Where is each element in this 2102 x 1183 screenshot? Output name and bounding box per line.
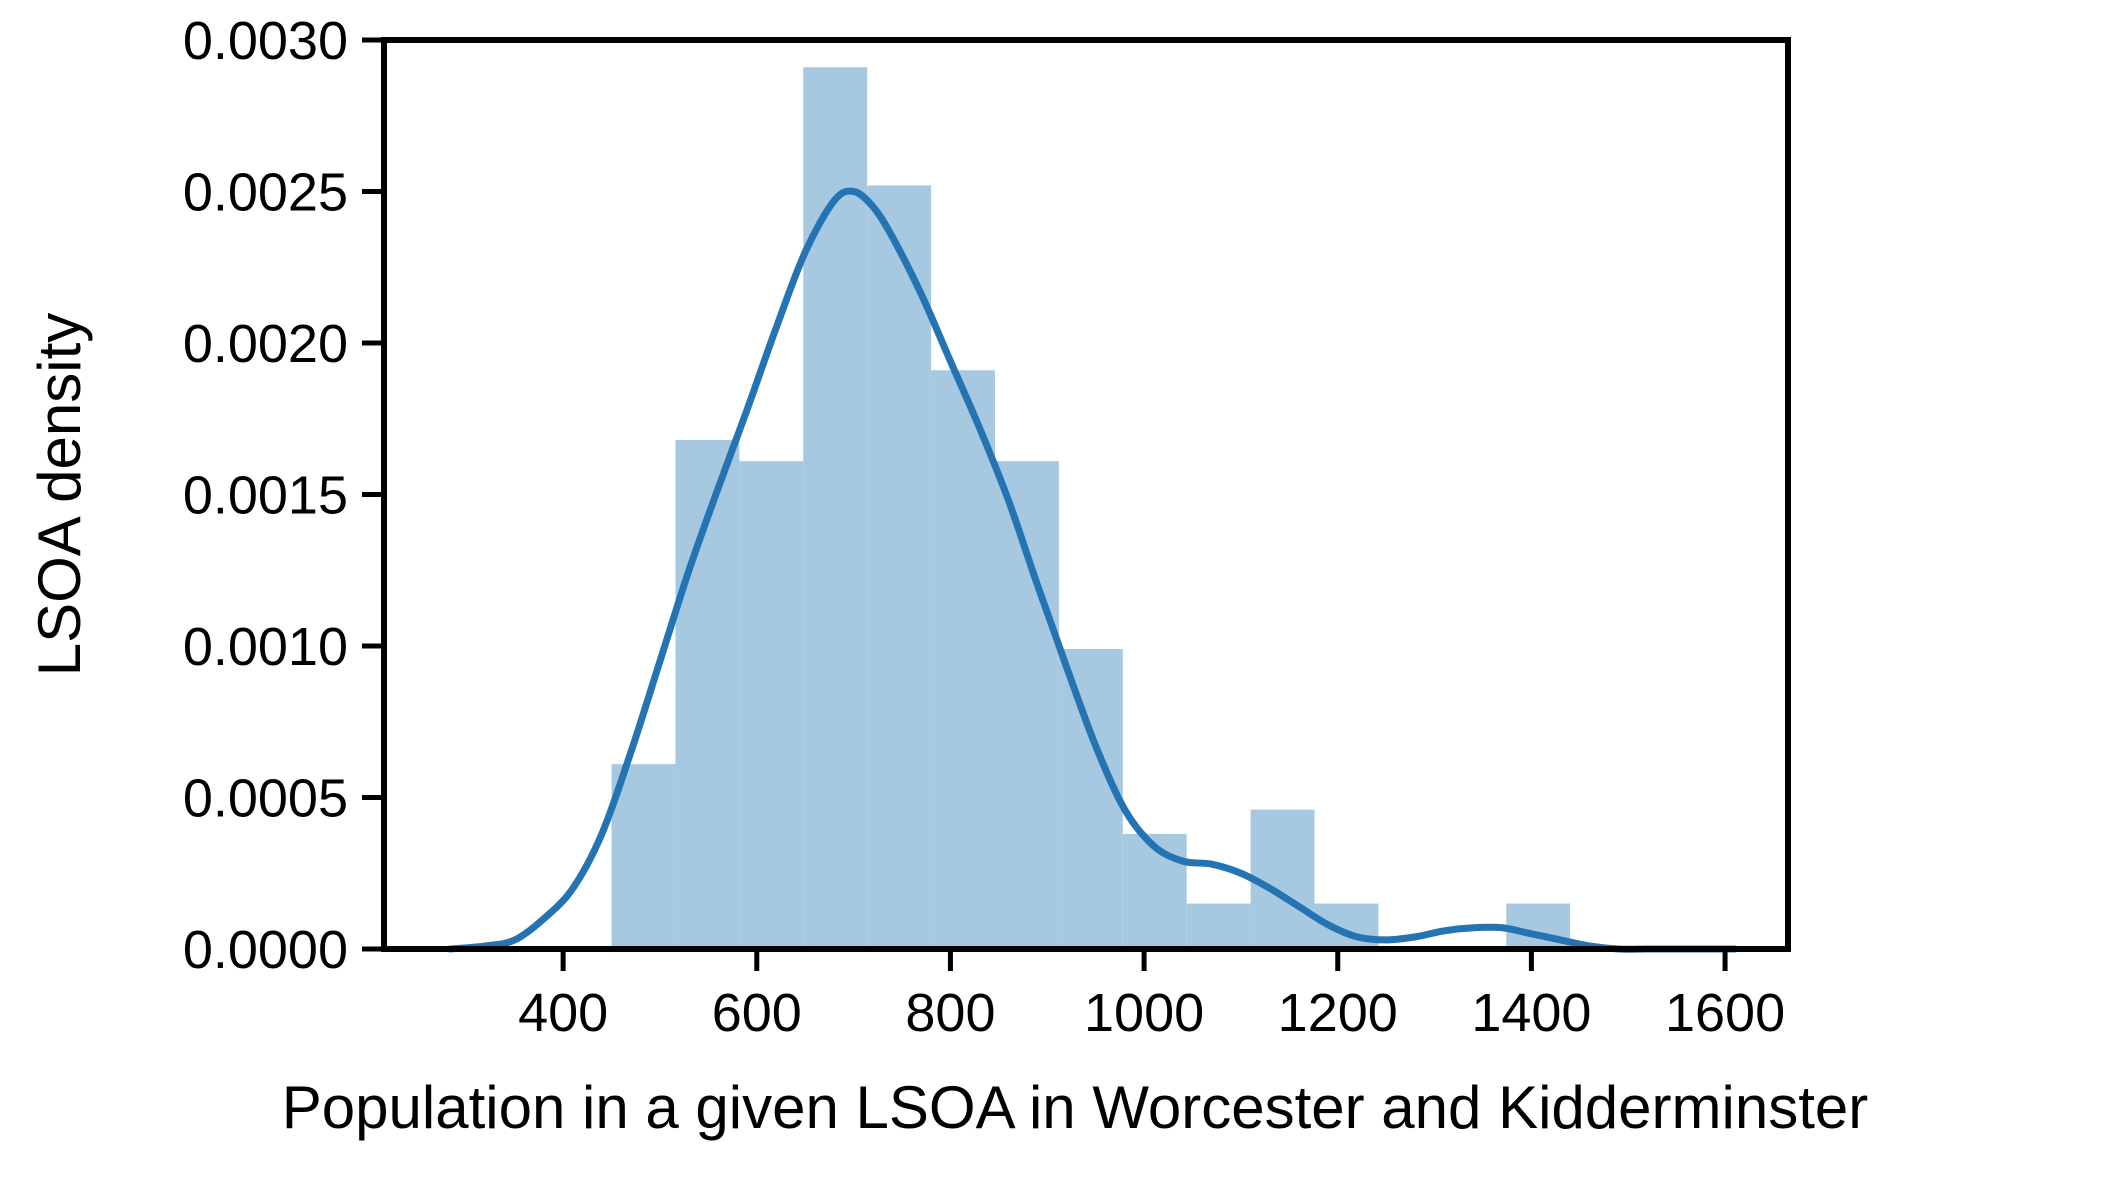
x-tick-label-6: 1600 [1665, 983, 1785, 1043]
histogram-bar-10 [1250, 809, 1315, 949]
y-tick-label-6: 0.0030 [183, 11, 348, 71]
histogram-bar-0 [611, 764, 676, 949]
histogram-bar-6 [994, 461, 1059, 949]
histogram-bar-8 [1122, 833, 1187, 949]
x-axis-ticks: 400 600 800 1000 1200 1400 1600 [518, 949, 1785, 1043]
histogram-bars [611, 67, 1571, 949]
y-tick-label-2: 0.0010 [183, 617, 348, 677]
x-tick-label-2: 800 [905, 983, 995, 1043]
x-tick-label-3: 1000 [1084, 983, 1204, 1043]
kde-curve [446, 187, 1739, 953]
histogram-bar-5 [931, 370, 995, 949]
y-axis-ticks: 0.0000 0.0005 0.0010 0.0015 0.0020 0.0025 0.00… [183, 11, 384, 980]
histogram-bar-2 [739, 461, 804, 949]
x-tick-label-5: 1400 [1471, 983, 1591, 1043]
x-tick-label-1: 600 [712, 983, 802, 1043]
x-axis-title: Population in a given LSOA in Worcester … [282, 1074, 1868, 1141]
histogram-bar-3 [803, 67, 868, 949]
y-tick-label-4: 0.0020 [183, 314, 348, 374]
x-tick-label-0: 400 [518, 983, 608, 1043]
kde-curve-layer [446, 187, 1739, 953]
y-axis-title: LSOA density [26, 313, 93, 677]
histogram-bar-4 [867, 185, 932, 949]
y-tick-label-0: 0.0000 [183, 920, 348, 980]
y-tick-label-1: 0.0005 [183, 769, 348, 829]
y-tick-label-5: 0.0025 [183, 163, 348, 223]
histogram-bar-9 [1186, 903, 1251, 949]
x-tick-label-4: 1200 [1278, 983, 1398, 1043]
y-tick-label-3: 0.0015 [183, 466, 348, 526]
histogram-bar-7 [1058, 649, 1123, 949]
